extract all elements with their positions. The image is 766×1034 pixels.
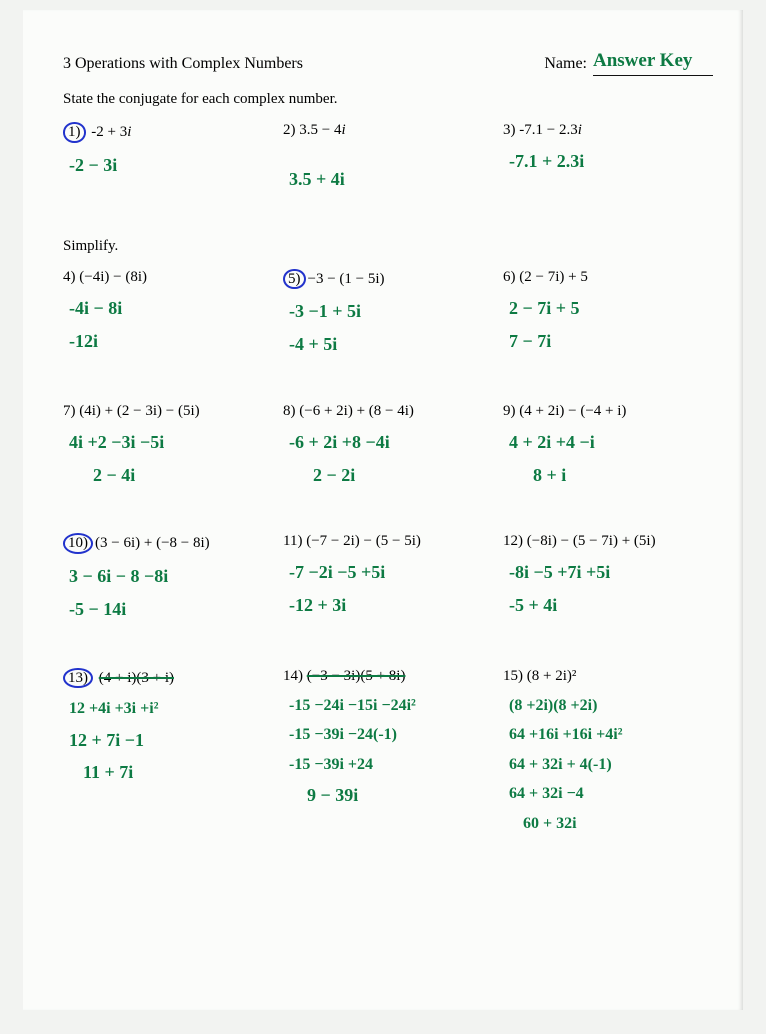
row-7-9: 7) (4i) + (2 − 3i) − (5i) 4i +2 −3i −5i … (63, 403, 713, 494)
worksheet-page: 3 Operations with Complex Numbers Name: … (23, 10, 743, 1010)
problem-15: 15) (8 + 2i)² (8 +2i)(8 +2i) 64 +16i +16… (503, 668, 713, 841)
circled-number: 1) (63, 122, 86, 143)
problem-7: 7) (4i) + (2 − 3i) − (5i) 4i +2 −3i −5i … (63, 403, 273, 494)
problem-5: 5)−3 − (1 − 5i) -3 −1 + 5i -4 + 5i (283, 269, 493, 363)
problem-4: 4) (−4i) − (8i) -4i − 8i -12i (63, 269, 273, 363)
problem-6: 6) (2 − 7i) + 5 2 − 7i + 5 7 − 7i (503, 269, 713, 363)
answer-1: -2 − 3i (69, 151, 273, 180)
answer-3: -7.1 + 2.3i (509, 147, 713, 176)
problem-3: 3) -7.1 − 2.3i -7.1 + 2.3i (503, 122, 713, 198)
problem-11: 11) (−7 − 2i) − (5 − 5i) -7 −2i −5 +5i -… (283, 533, 493, 627)
problem-12: 12) (−8i) − (5 − 7i) + (5i) -8i −5 +7i +… (503, 533, 713, 627)
problem-2: 2) 3.5 − 4i 3.5 + 4i (283, 122, 493, 198)
row-13-15: 13) (4 + i)(3 + i) 12 +4i +3i +i² 12 + 7… (63, 668, 713, 841)
name-value: Answer Key (593, 50, 692, 71)
row-conjugates: 1) -2 + 3i -2 − 3i 2) 3.5 − 4i 3.5 + 4i … (63, 122, 713, 198)
problem-13: 13) (4 + i)(3 + i) 12 +4i +3i +i² 12 + 7… (63, 668, 273, 841)
name-field: Name: Answer Key (544, 50, 713, 73)
problem-14: 14) (−3 − 3i)(5 + 8i) -15 −24i −15i −24i… (283, 668, 493, 841)
problem-8: 8) (−6 + 2i) + (8 − 4i) -6 + 2i +8 −4i 2… (283, 403, 493, 494)
header: 3 Operations with Complex Numbers Name: … (63, 50, 713, 73)
row-4-6: 4) (−4i) − (8i) -4i − 8i -12i 5)−3 − (1 … (63, 269, 713, 363)
instruction-2: Simplify. (63, 238, 713, 255)
problem-9: 9) (4 + 2i) − (−4 + i) 4 + 2i +4 −i 8 + … (503, 403, 713, 494)
problem-1: 1) -2 + 3i -2 − 3i (63, 122, 273, 198)
instruction-1: State the conjugate for each complex num… (63, 91, 713, 108)
worksheet-title: 3 Operations with Complex Numbers (63, 55, 303, 73)
answer-2: 3.5 + 4i (289, 165, 493, 194)
row-10-12: 10)(3 − 6i) + (−8 − 8i) 3 − 6i − 8 −8i -… (63, 533, 713, 627)
problem-10: 10)(3 − 6i) + (−8 − 8i) 3 − 6i − 8 −8i -… (63, 533, 273, 627)
name-label: Name: (544, 55, 587, 73)
